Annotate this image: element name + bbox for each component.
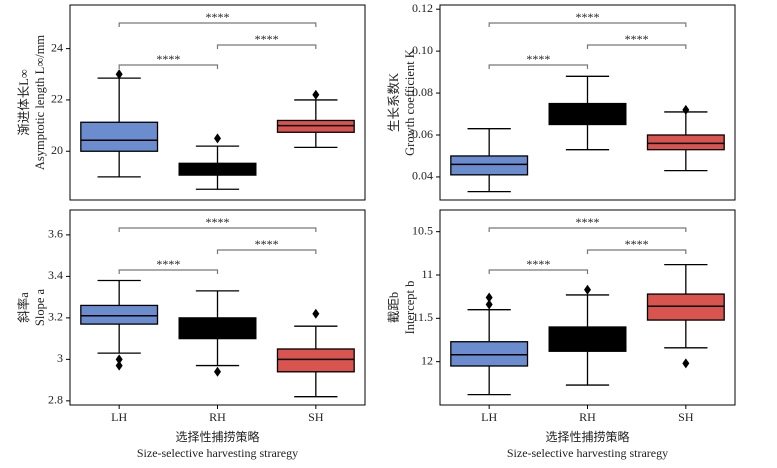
outlier [485,299,493,310]
outlier [584,284,591,295]
box [80,304,159,325]
outlier [214,366,221,377]
significance-bracket [586,44,687,49]
y-tick-label: 3 [57,351,63,365]
y-axis-label: 生长系数K [386,73,401,132]
y-axis-label: Asymptotic length L∞/mm [33,35,47,171]
significance-bracket [118,227,317,232]
outlier [682,358,690,369]
y-tick-label: 0.10 [412,43,433,57]
significance-bracket [216,249,317,254]
significance-bracket [488,64,589,69]
significance-bracket [488,227,687,232]
y-axis-label: Slope a [33,288,47,326]
significance-label: **** [625,237,649,251]
significance-bracket [586,249,687,254]
significance-label: **** [526,52,550,66]
box [276,348,355,373]
y-tick-label: 2.8 [48,393,63,407]
significance-label: **** [255,237,279,251]
significance-label: **** [526,257,550,271]
y-axis-label: 截距b [387,292,401,323]
y-tick-label: 3.2 [48,310,63,324]
y-tick-label: 3.6 [48,227,63,241]
significance-bracket [118,22,317,27]
x-tick-label: SH [308,410,324,424]
x-axis-label: Size-selective harvesting straregy [137,446,298,460]
y-tick-label: 0.04 [412,169,433,183]
x-axis-label: Size-selective harvesting straregy [507,446,668,460]
x-axis-label: 选择性捕捞策略 [545,429,629,444]
x-axis-label: 选择性捕捞策略 [175,429,259,444]
y-tick-label: 11.5 [412,310,433,324]
outlier [115,354,123,365]
box [276,119,355,133]
significance-label: **** [576,10,600,24]
significance-bracket [488,269,589,274]
box [646,134,725,151]
y-tick-label: 3.4 [48,268,63,282]
y-tick-label: 12 [421,353,433,367]
outlier [312,89,320,100]
y-axis-label: Growth coefficient K [403,49,417,156]
box [450,341,529,367]
outlier [115,360,123,371]
y-tick-label: 11 [421,267,433,281]
outlier [682,104,690,115]
box [80,121,159,152]
significance-label: **** [206,10,230,24]
outlier [214,133,221,144]
y-tick-label: 20 [51,143,63,157]
y-tick-label: 0.08 [412,85,433,99]
significance-bracket [118,64,219,69]
box [646,293,725,321]
outlier [485,292,493,303]
x-tick-label: LH [481,410,497,424]
y-axis-label: 渐进体长L∞ [17,69,31,136]
y-tick-label: 0.06 [412,127,433,141]
significance-label: **** [156,52,180,66]
significance-bracket [118,269,219,274]
significance-label: **** [625,32,649,46]
axes-frame [439,4,736,201]
x-tick-label: LH [111,410,127,424]
x-tick-label: RH [579,410,596,424]
y-tick-label: 0.12 [412,1,433,15]
box [450,155,529,176]
significance-bracket [488,22,687,27]
y-axis-label: 斜率a [16,292,31,323]
significance-label: **** [576,215,600,229]
significance-label: **** [206,215,230,229]
box [548,326,627,352]
x-tick-label: SH [678,410,694,424]
y-tick-label: 24 [51,40,63,54]
outlier [115,69,123,80]
axes-frame [69,4,366,201]
x-tick-label: RH [209,410,226,424]
y-tick-label: 22 [51,92,63,106]
outlier [312,308,320,319]
significance-bracket [216,44,317,49]
y-axis-label: Intercept b [403,281,417,335]
significance-label: **** [255,32,279,46]
box [548,102,627,126]
significance-label: **** [156,257,180,271]
y-tick-label: 10.5 [412,223,433,237]
